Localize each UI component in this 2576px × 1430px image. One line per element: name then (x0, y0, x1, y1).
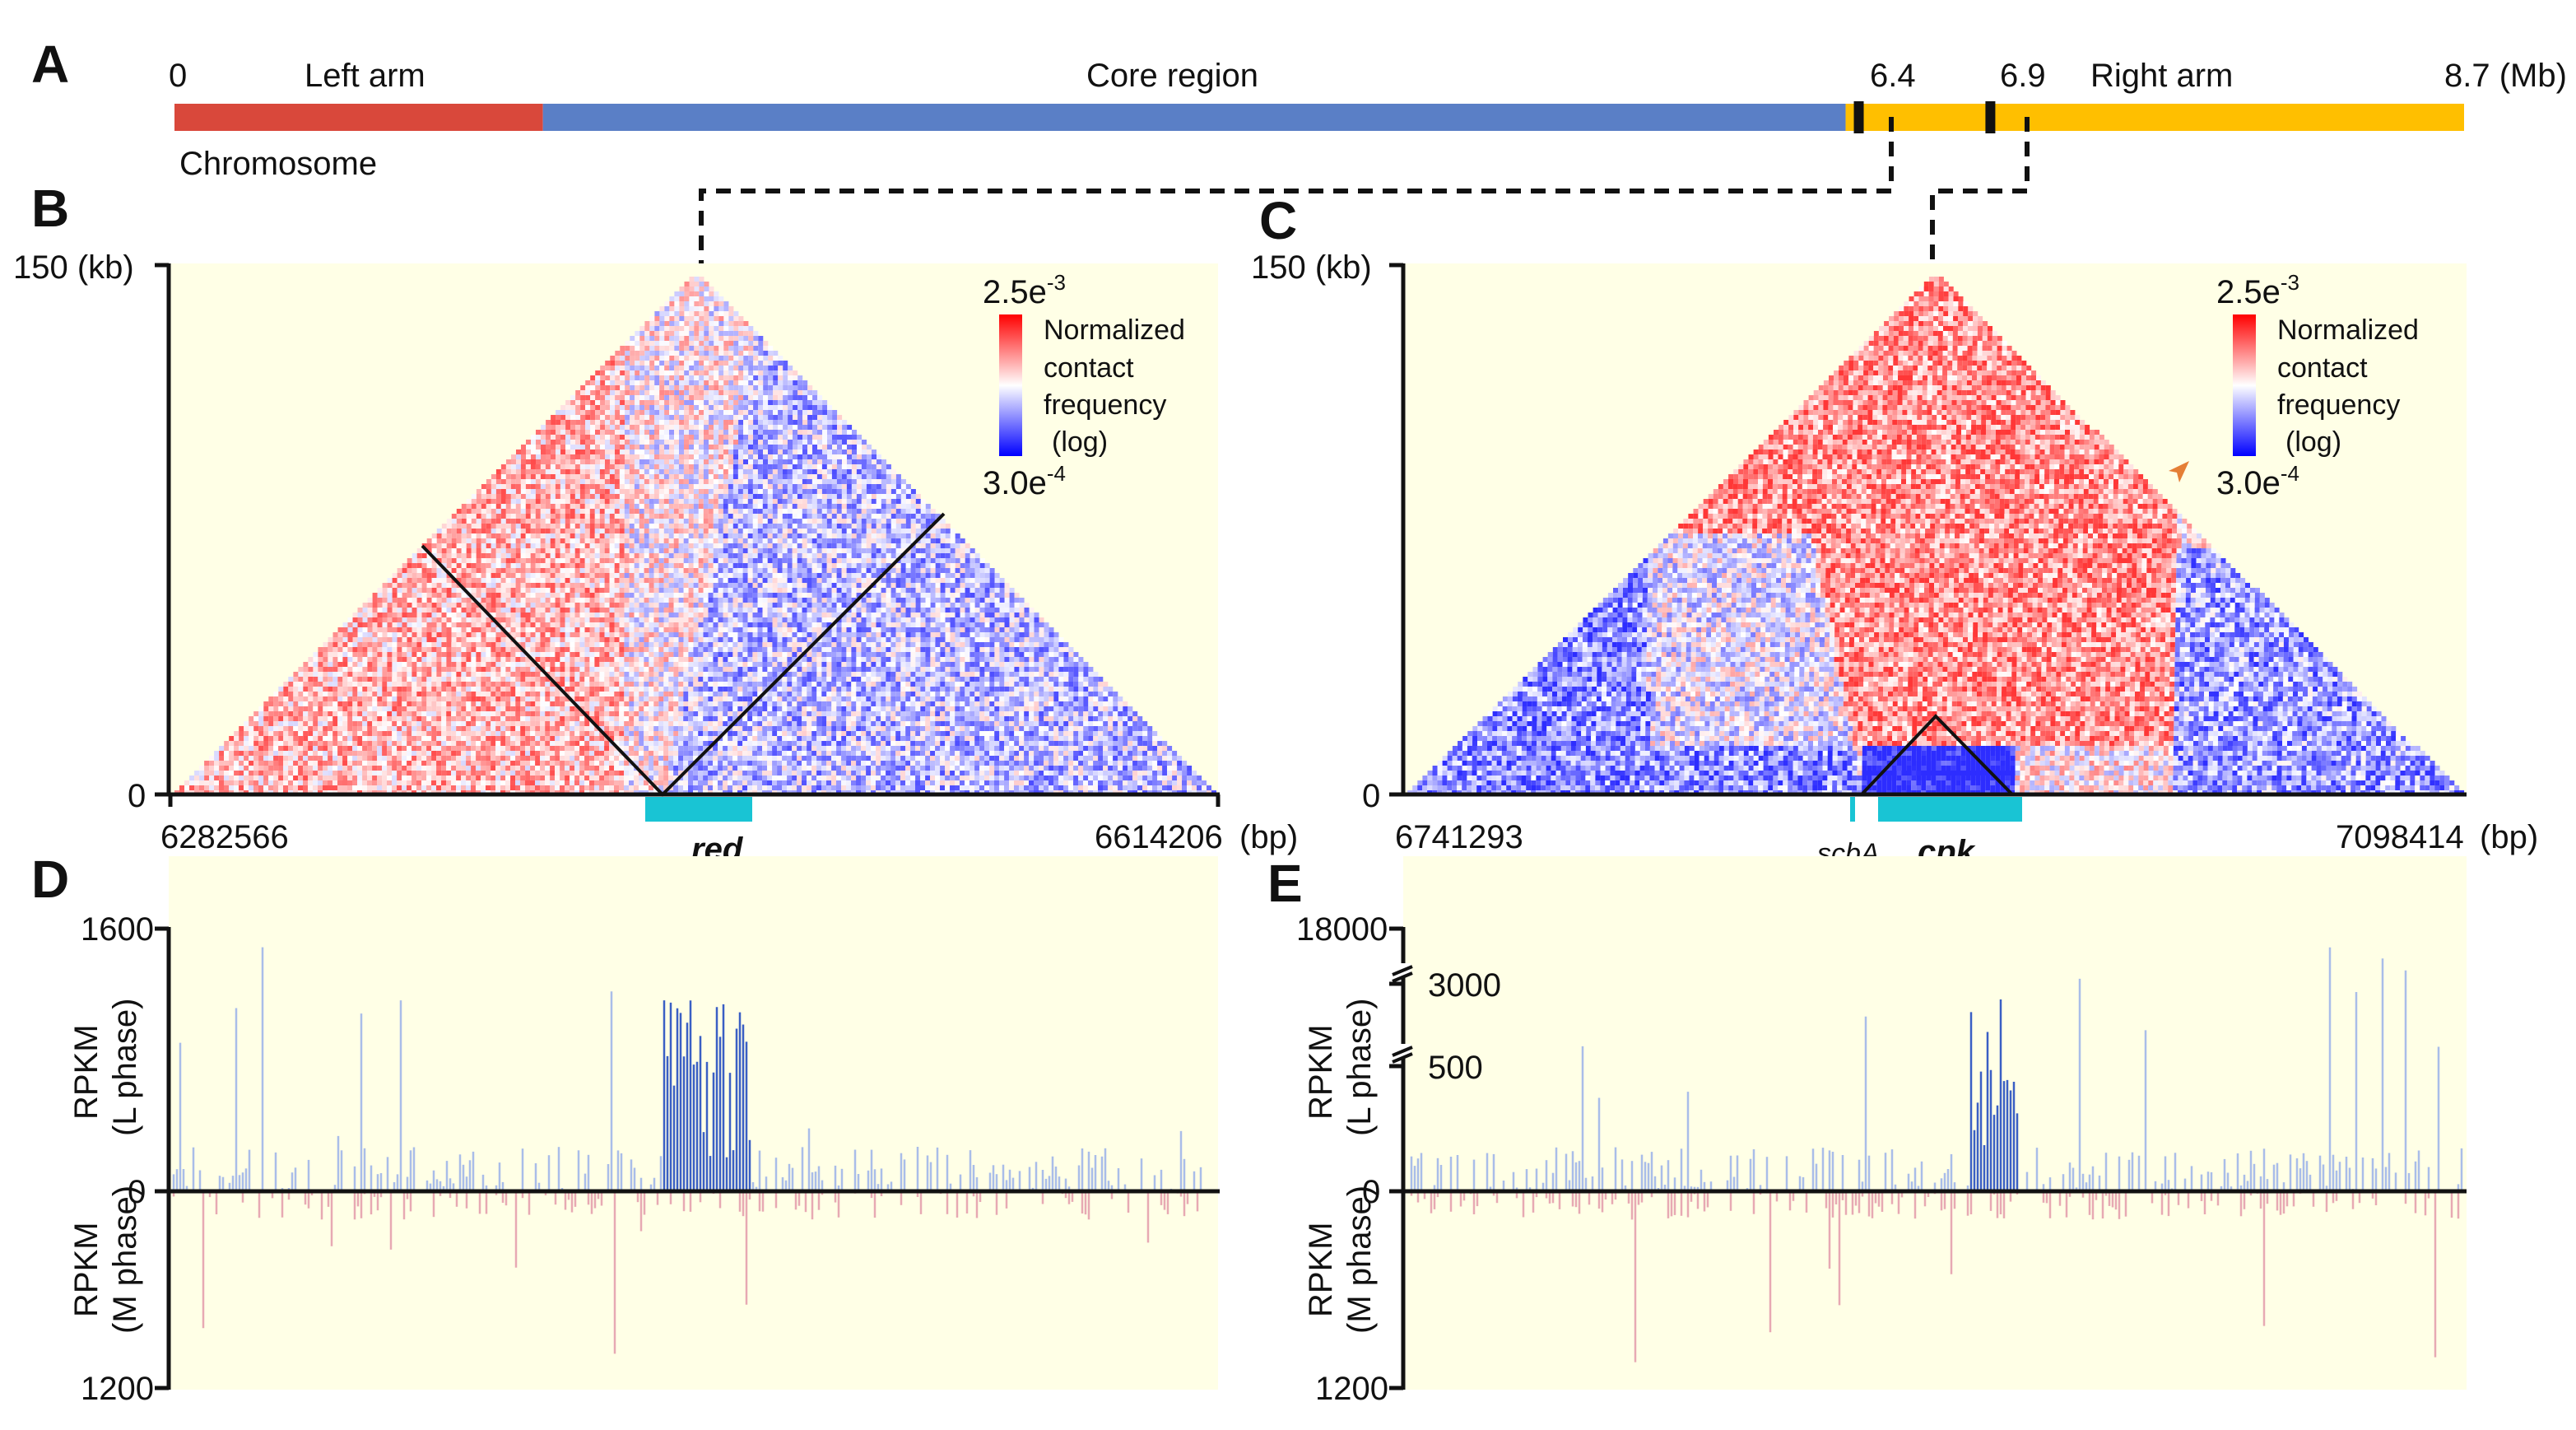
axis-b-x-start: 6282566 (160, 819, 289, 855)
gene-bar-scbA (1850, 797, 1855, 822)
chrom-segment-2 (1845, 104, 2464, 131)
axis-e-y-mid2: 500 (1428, 1050, 1483, 1086)
ylabel-d-bot-1: RPKM (68, 1222, 105, 1317)
panel-label-a: A (31, 35, 69, 94)
legend-c-colorbar (2233, 314, 2256, 456)
chrom-segment-label-right: Right arm (2090, 58, 2233, 94)
chrom-segment-label-left: Left arm (305, 58, 425, 94)
chromosome-bar (174, 101, 2464, 133)
axis-d-y-zero: 0 (128, 1174, 146, 1210)
axis-c-x-start: 6741293 (1395, 819, 1523, 855)
ylabel-e-top-2: (L phase) (1341, 999, 1378, 1137)
legend-b-text-4: (log) (1052, 426, 1108, 458)
rnaseq-tracks-d (172, 947, 1202, 1354)
legend-c-max: 2.5e-3 (2216, 270, 2299, 310)
chrom-segment-1 (542, 104, 1846, 131)
legend-c-text-4: (log) (2285, 426, 2341, 458)
axis-e-y-mid1: 3000 (1428, 967, 1501, 1004)
chrom-segment-label-core: Core region (1086, 58, 1258, 94)
legend-b-max: 2.5e-3 (983, 270, 1066, 310)
heatmap-b (174, 277, 1216, 795)
axis-e-y-zero: 0 (1362, 1174, 1380, 1210)
panel-label-e: E (1267, 854, 1303, 913)
panel-label-d: D (31, 850, 69, 909)
axis-b-x-unit: (bp) (1239, 819, 1298, 855)
ylabel-d-top-2: (L phase) (107, 999, 143, 1137)
legend-b-text-1: Normalized (1044, 314, 1185, 346)
legend-c-text-2: contact (2277, 352, 2368, 384)
ylabel-e-bot-1: RPKM (1303, 1222, 1339, 1317)
gene-bar-cpk (1878, 797, 2022, 822)
axis-d-y-top: 1600 (81, 911, 154, 948)
chrom-segment-0 (174, 104, 543, 131)
loop-arrow-icon (2169, 461, 2189, 482)
axis-c-x-end: 7098414 (2336, 819, 2464, 855)
ylabel-d-bot-2: (M phase) (107, 1185, 143, 1334)
legend-b-text-2: contact (1044, 352, 1134, 384)
axis-e-y-bottom: 1200 (1315, 1371, 1388, 1407)
chrom-marker-1 (1985, 101, 1996, 133)
ylabel-e-top-1: RPKM (1303, 1024, 1339, 1120)
chrom-tick-6-9: 6.9 (2000, 58, 2046, 94)
chrom-marker-0 (1853, 101, 1864, 133)
gene-bar-red (645, 797, 752, 822)
panel-label-b: B (31, 179, 69, 238)
connector-c (1930, 117, 2030, 272)
axis-c-y-zero: 0 (1362, 778, 1380, 814)
axis-c-x-unit: (bp) (2480, 819, 2538, 855)
chrom-tick-6-4: 6.4 (1870, 58, 1916, 94)
legend-c-min: 3.0e-4 (2216, 461, 2299, 501)
legend-b-colorbar (999, 314, 1022, 456)
legend-c-text-1: Normalized (2277, 314, 2419, 346)
legend-c-text-3: frequency (2277, 389, 2400, 421)
legend-b-text-3: frequency (1044, 389, 1166, 421)
chromosome-caption: Chromosome (179, 146, 377, 182)
panel-label-c: C (1259, 191, 1297, 250)
panel-e-background (1403, 856, 2467, 1390)
heatmap-c (1407, 277, 2465, 795)
axis-b-y-zero: 0 (128, 778, 146, 814)
axis-b-x-end: 6614206 (1095, 819, 1223, 855)
axis-c-y-top: 150 (kb) (1251, 249, 1372, 286)
rnaseq-tracks-e (1410, 947, 2463, 1362)
connector-b (699, 117, 1894, 272)
chrom-tick-start: 0 (169, 58, 187, 94)
ylabel-d-top-1: RPKM (68, 1024, 105, 1120)
legend-b-min: 3.0e-4 (983, 461, 1066, 501)
chrom-tick-end: 8.7 (Mb) (2444, 58, 2567, 94)
axis-d-y-bottom: 1200 (81, 1371, 154, 1407)
axis-e-y-top: 18000 (1296, 911, 1388, 948)
ylabel-e-bot-2: (M phase) (1341, 1185, 1378, 1334)
axis-b-y-top: 150 (kb) (13, 249, 134, 286)
tad-boundary-c (1860, 714, 2014, 796)
